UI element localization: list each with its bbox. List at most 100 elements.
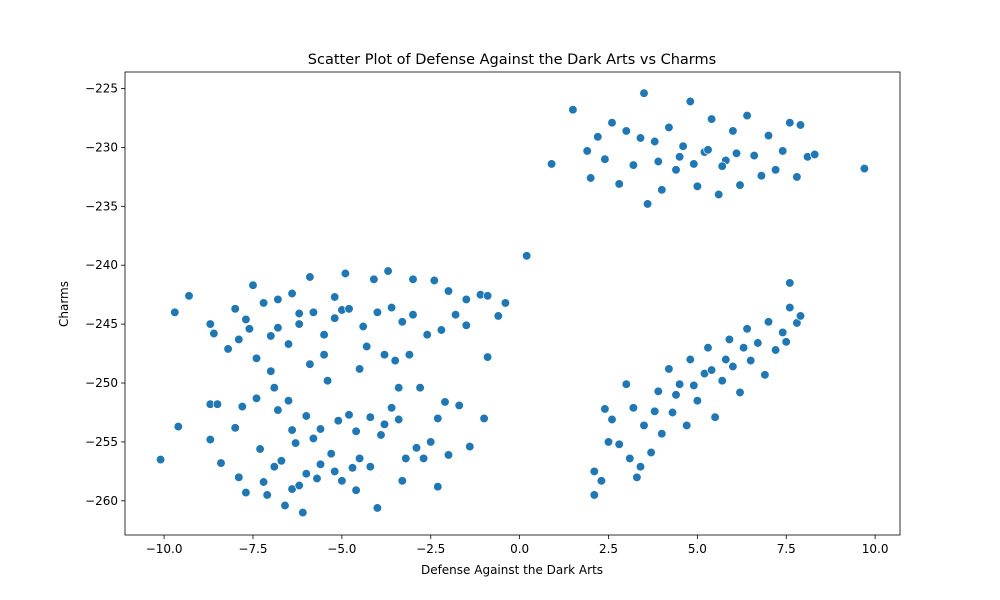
y-tick-label: −250 (85, 376, 118, 390)
scatter-point (315, 459, 326, 469)
chart-title: Scatter Plot of Defense Against the Dark… (308, 52, 716, 68)
scatter-point (586, 173, 596, 183)
scatter-point (386, 302, 397, 313)
scatter-point (298, 507, 308, 518)
scatter-point (479, 413, 489, 424)
scatter-point (258, 298, 269, 308)
scatter-point (742, 324, 752, 334)
y-tick-label: −230 (85, 140, 118, 154)
scatter-point (248, 280, 258, 290)
x-tick-label: 0.0 (510, 542, 529, 556)
x-axis-label: Defense Against the Dark Arts (421, 563, 603, 577)
scatter-point (330, 313, 340, 323)
scatter-point (706, 114, 717, 124)
scatter-point (205, 319, 215, 329)
scatter-point (671, 390, 681, 400)
scatter-point (785, 118, 795, 128)
scatter-point (635, 462, 646, 472)
scatter-point (461, 320, 471, 330)
x-tick-label: −10.0 (146, 542, 183, 556)
scatter-point (795, 120, 806, 130)
scatter-point (401, 453, 411, 464)
scatter-point (294, 319, 304, 329)
x-tick-label: 10.0 (862, 542, 889, 556)
plot-area (125, 72, 900, 535)
scatter-point (646, 447, 656, 458)
scatter-point (184, 291, 194, 301)
scatter-point (305, 359, 315, 369)
scatter-point (596, 476, 607, 486)
scatter-point (347, 463, 358, 473)
scatter-point (237, 401, 247, 412)
scatter-point (351, 485, 361, 495)
scatter-point (209, 328, 219, 339)
scatter-point (703, 343, 713, 353)
scatter-point (301, 411, 311, 421)
scatter-point (372, 307, 383, 317)
scatter-point (621, 126, 631, 136)
scatter-point (251, 353, 262, 363)
scatter-point (667, 407, 678, 418)
scatter-point (308, 433, 319, 444)
scatter-point (724, 334, 735, 345)
scatter-point (266, 366, 276, 376)
scatter-point (422, 330, 432, 340)
scatter-point (312, 473, 322, 484)
scatter-point (170, 307, 180, 317)
scatter-point (269, 462, 279, 472)
scatter-point (465, 441, 475, 452)
scatter-point (443, 450, 454, 460)
scatter-point (706, 365, 717, 375)
scatter-point (454, 400, 464, 411)
scatter-point (778, 146, 788, 156)
scatter-point (607, 414, 617, 425)
scatter-point (287, 425, 297, 435)
x-axis-ticks: −10.0 −7.5 −5.0 −2.5 0.0 2.5 5.0 7.5 10.0 (146, 535, 889, 556)
scatter-point (692, 396, 703, 406)
scatter-point (344, 304, 354, 314)
scatter-point (628, 160, 639, 170)
scatter-point (621, 379, 631, 389)
scatter-point (436, 325, 447, 335)
scatter-point (742, 110, 752, 121)
scatter-point (657, 429, 667, 439)
x-tick-label: −7.5 (238, 542, 267, 556)
scatter-point (205, 434, 215, 445)
scatter-point (283, 339, 294, 349)
scatter-point (372, 503, 383, 513)
scatter-point (273, 405, 283, 415)
scatter-point (383, 266, 393, 276)
scatter-point (689, 159, 699, 169)
scatter-point (326, 449, 336, 459)
scatter-point (614, 439, 624, 449)
scatter-point (433, 482, 443, 492)
scatter-point (493, 311, 503, 321)
y-tick-label: −240 (85, 258, 118, 272)
scatter-point (625, 453, 635, 464)
scatter-point (276, 456, 287, 466)
scatter-point (319, 350, 329, 360)
scatter-point (642, 199, 653, 209)
scatter-point (450, 310, 461, 320)
scatter-point (440, 397, 450, 407)
scatter-point (653, 156, 663, 167)
data-points (155, 88, 870, 518)
scatter-point (710, 412, 720, 422)
y-tick-label: −235 (85, 199, 118, 213)
scatter-point (763, 317, 774, 327)
scatter-point (717, 161, 727, 171)
scatter-point (657, 185, 667, 195)
scatter-point (760, 370, 770, 380)
scatter-point (785, 302, 795, 313)
scatter-point (369, 274, 379, 284)
scatter-point (337, 476, 347, 486)
scatter-point (678, 141, 688, 151)
scatter-point (241, 314, 251, 325)
scatter-point (735, 180, 745, 190)
scatter-point (600, 404, 610, 414)
scatter-point (600, 154, 610, 164)
scatter-point (781, 337, 791, 347)
scatter-point (354, 453, 365, 464)
scatter-point (173, 421, 183, 432)
x-tick-label: −2.5 (416, 542, 445, 556)
